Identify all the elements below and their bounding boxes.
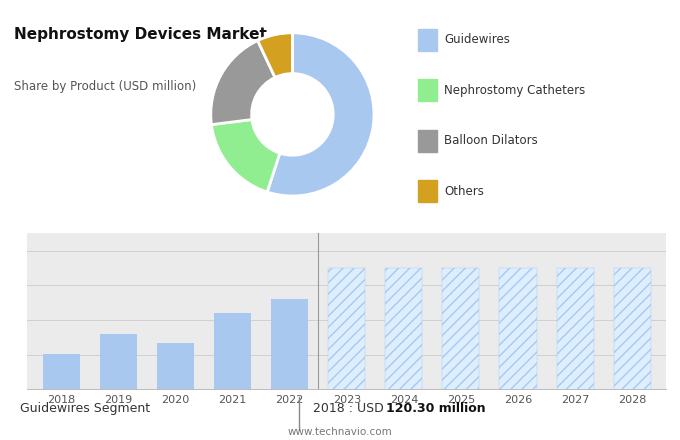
Bar xyxy=(328,268,365,440)
Text: 120.30 million: 120.30 million xyxy=(386,402,486,415)
Text: Guidewires Segment: Guidewires Segment xyxy=(20,402,150,415)
Bar xyxy=(43,354,80,440)
Bar xyxy=(214,313,251,440)
Text: www.technavio.com: www.technavio.com xyxy=(288,427,392,437)
Text: Nephrostomy Devices Market: Nephrostomy Devices Market xyxy=(14,27,267,42)
Text: Share by Product (USD million): Share by Product (USD million) xyxy=(14,80,196,93)
Wedge shape xyxy=(267,33,374,196)
Bar xyxy=(613,268,651,440)
Text: 2018 : USD: 2018 : USD xyxy=(313,402,388,415)
Wedge shape xyxy=(211,40,275,125)
Bar xyxy=(443,268,479,440)
Text: Balloon Dilators: Balloon Dilators xyxy=(444,134,538,147)
Bar xyxy=(386,268,422,440)
Text: Guidewires: Guidewires xyxy=(444,33,510,46)
Wedge shape xyxy=(211,120,279,192)
Wedge shape xyxy=(258,33,292,77)
Text: Others: Others xyxy=(444,185,484,198)
Bar xyxy=(271,299,308,440)
Bar xyxy=(556,268,594,440)
Bar xyxy=(157,343,194,440)
Bar xyxy=(500,268,537,440)
Bar xyxy=(100,334,137,440)
Text: Nephrostomy Catheters: Nephrostomy Catheters xyxy=(444,84,585,97)
